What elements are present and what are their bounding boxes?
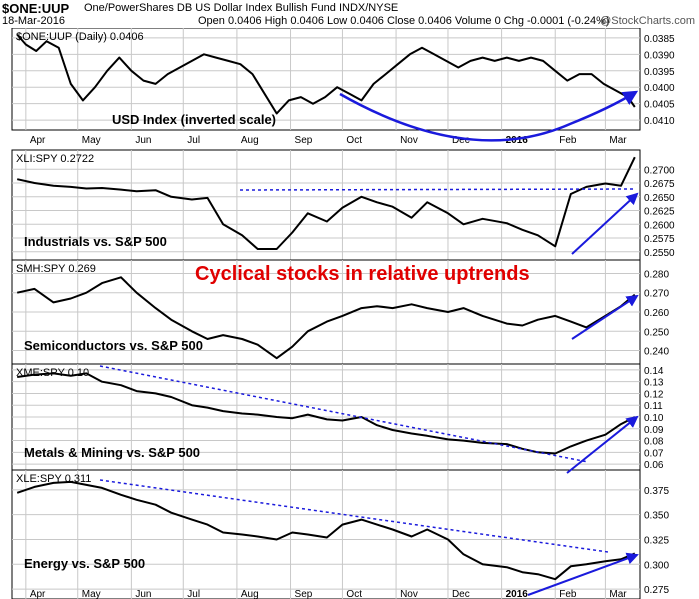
semis-trend-arrow — [571, 294, 639, 340]
series-line-industrials-vs-s-p-500 — [16, 156, 636, 250]
series-line-metals-mining-vs-s-p-500 — [17, 372, 636, 455]
x-tick-label: Jun — [135, 135, 151, 146]
x-tick-label-bottom: Aug — [241, 589, 259, 599]
legend-label: SMH:SPY 0.269 — [16, 263, 96, 275]
y-tick-label: 0.325 — [644, 535, 669, 546]
y-tick-label: 0.12 — [644, 389, 664, 400]
panel-usd-index-inverted-scale: 0.0410 0.0405 0.0400 0.0395 0.0390 0.0385 $ONE… — [11, 28, 675, 146]
legend-label: XLE:SPY 0.311 — [16, 473, 91, 485]
annotation-cyclical-uptrends: Cyclical stocks in relative uptrends — [195, 263, 530, 285]
chart-date: 18-Mar-2016 — [2, 15, 65, 27]
legend-label: XME:SPY 0.10 — [16, 367, 89, 379]
y-tick-label: 0.09 — [644, 425, 664, 436]
x-tick-label: Sep — [295, 135, 313, 146]
x-tick-label-bottom: Mar — [609, 589, 627, 599]
x-tick-label-bottom: May — [82, 589, 101, 599]
x-tick-label: Nov — [400, 135, 418, 146]
ohlc-readout: Open 0.0406 High 0.0406 Low 0.0406 Close… — [198, 15, 610, 27]
y-tick-label: 0.11 — [644, 401, 663, 412]
x-tick-label-bottom: Jun — [135, 589, 151, 599]
legend-label: $ONE:UUP (Daily) 0.0406 — [16, 31, 144, 43]
panel-industrials-vs-s-p-500: 0.2700 0.2675 0.2650 0.2625 0.2600 0.2575 0.25… — [11, 149, 675, 261]
y-tick-label: 0.2625 — [644, 207, 675, 218]
x-tick-label: Jul — [187, 135, 200, 146]
y-tick-label: 0.10 — [644, 413, 664, 424]
blue-annotations — [99, 90, 639, 596]
panel-title: USD Index (inverted scale) — [112, 112, 276, 127]
y-tick-label: 0.0385 — [644, 34, 675, 45]
energy-trend-arrow — [527, 552, 639, 596]
panel-title: Metals & Mining vs. S&P 500 — [24, 445, 200, 460]
y-tick-label: 0.07 — [644, 448, 664, 459]
y-tick-label: 0.275 — [644, 585, 669, 596]
panel-title: Energy vs. S&P 500 — [24, 556, 145, 571]
x-tick-label: Dec — [452, 135, 470, 146]
y-tick-label: 0.270 — [644, 289, 669, 300]
y-tick-label: 0.2650 — [644, 193, 675, 204]
industrials-trend-arrow — [571, 192, 639, 255]
series-line-energy-vs-s-p-500 — [16, 480, 636, 581]
x-tick-label: 2016 — [506, 135, 529, 146]
y-tick-label: 0.2675 — [644, 179, 675, 190]
y-tick-label: 0.300 — [644, 560, 669, 571]
symbol-title: $ONE:UUP — [2, 1, 70, 16]
x-tick-label-bottom: Sep — [295, 589, 313, 599]
panel-frame — [11, 28, 641, 131]
panel-metals-mining-vs-s-p-500: 0.140.130.120.110.100.090.080.070.06 XME:… — [11, 363, 664, 471]
metals-downtrend-line — [99, 365, 589, 463]
x-tick-label-bottom: Apr — [30, 589, 46, 599]
series-line-semiconductors-vs-s-p-500 — [16, 276, 636, 360]
panel-title: Industrials vs. S&P 500 — [24, 234, 167, 249]
x-tick-label-bottom: Jul — [187, 589, 200, 599]
x-tick-label-bottom: Dec — [452, 589, 470, 599]
x-tick-label: Feb — [559, 135, 577, 146]
panel-title: Semiconductors vs. S&P 500 — [24, 338, 203, 353]
x-tick-label-bottom: Oct — [346, 589, 362, 599]
y-tick-label: 0.0395 — [644, 67, 675, 78]
y-tick-label: 0.2550 — [644, 248, 675, 259]
chart-canvas: 0.0410 0.0405 0.0400 0.0395 0.0390 0.0385 $ONE… — [11, 28, 675, 599]
fund-name: One/PowerShares DB US Dollar Index Bulli… — [84, 2, 399, 14]
y-tick-label: 0.280 — [644, 269, 669, 280]
y-tick-label: 0.0410 — [644, 116, 675, 127]
x-tick-label-bottom: Nov — [400, 589, 418, 599]
y-tick-label: 0.13 — [644, 378, 664, 389]
y-tick-label: 0.250 — [644, 327, 669, 338]
y-tick-label: 0.0400 — [644, 83, 675, 94]
watermark: @StockCharts.com — [600, 15, 695, 27]
x-tick-label: Apr — [30, 135, 46, 146]
y-tick-label: 0.06 — [644, 460, 664, 471]
panel-energy-vs-s-p-500: 0.375 0.350 0.325 0.300 0.275 XLE:SPY 0.311 En… — [11, 469, 669, 599]
x-tick-label: Oct — [346, 135, 362, 146]
y-tick-label: 0.350 — [644, 511, 669, 522]
usd-curved-arrow — [339, 90, 639, 142]
metals-trend-arrow — [566, 415, 639, 474]
x-tick-label: Aug — [241, 135, 259, 146]
y-tick-label: 0.0390 — [644, 50, 675, 61]
y-tick-label: 0.0405 — [644, 100, 675, 111]
panel-frame — [11, 469, 641, 599]
industrials-resistance-line — [239, 188, 634, 191]
y-tick-label: 0.2575 — [644, 234, 675, 245]
y-tick-label: 0.08 — [644, 437, 664, 448]
series-line-usd-index-inverted-scale — [16, 33, 636, 115]
x-tick-label-bottom: 2016 — [506, 589, 529, 599]
x-tick-label: May — [82, 135, 101, 146]
x-tick-label-bottom: Feb — [559, 589, 577, 599]
y-tick-label: 0.240 — [644, 347, 669, 358]
y-tick-label: 0.14 — [644, 366, 664, 377]
y-tick-label: 0.260 — [644, 308, 669, 319]
chart-header: $ONE:UUP One/PowerShares DB US Dollar In… — [0, 0, 699, 28]
y-tick-label: 0.2700 — [644, 165, 675, 176]
x-tick-label: Mar — [609, 135, 627, 146]
y-tick-label: 0.2600 — [644, 220, 675, 231]
y-tick-label: 0.375 — [644, 486, 669, 497]
panel-semiconductors-vs-s-p-500: 0.280 0.270 0.260 0.250 0.240 SMH:SPY 0.269 Se… — [11, 259, 669, 365]
energy-downtrend-line — [99, 479, 609, 553]
legend-label: XLI:SPY 0.2722 — [16, 153, 94, 165]
